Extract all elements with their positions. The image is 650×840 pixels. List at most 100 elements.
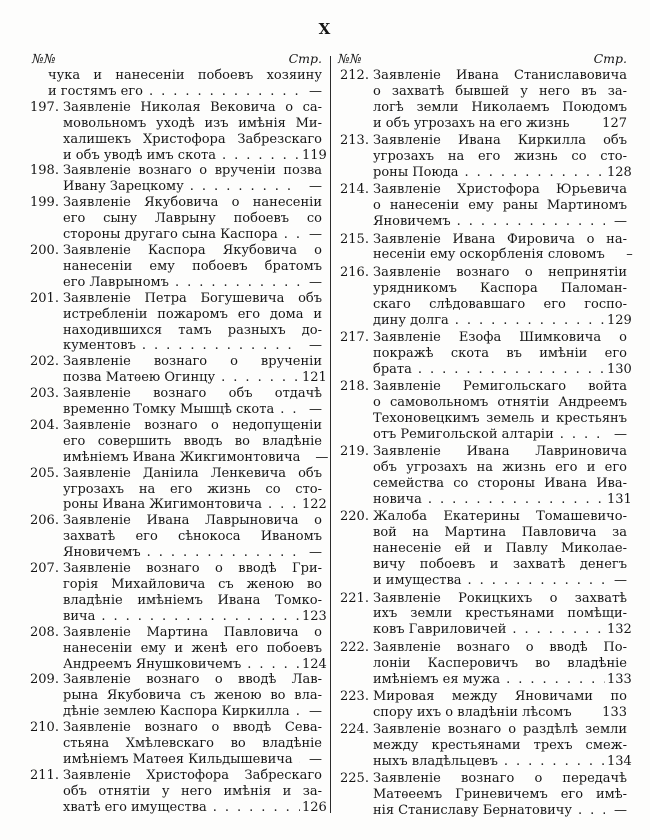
page-ref: — xyxy=(309,227,322,243)
entry-text: стороны другаго сына Каспора xyxy=(63,227,278,243)
entry-text: имѣніемъ Матѳея Кильдышевича xyxy=(63,751,293,767)
page-ref: 123 xyxy=(302,608,327,624)
entry-text: хватѣ его имущества xyxy=(63,799,207,815)
entry-text: дѣніе землею Каспора Киркилла xyxy=(63,704,290,720)
dot-leader: ........................................… xyxy=(101,608,300,624)
entry-text: брата xyxy=(373,361,412,377)
toc-entry-210: 210. Заявленіе вознаго о вводѣ Сева-стьян… xyxy=(30,720,322,768)
entry-text: и имущества xyxy=(373,573,462,589)
entry-last-line: брата...................................… xyxy=(373,361,632,378)
entry-number: 214. xyxy=(340,182,369,198)
entry-number: 225. xyxy=(340,771,369,787)
dot-leader: ........................................… xyxy=(212,799,300,815)
dot-leader: ........................................… xyxy=(189,179,300,195)
entry-text-line: о нанесеніи ему раны Мартиномъ xyxy=(373,198,627,214)
entry-text-line: Матѳеемъ Гриневичемъ его имѣ- xyxy=(373,787,627,803)
entry-number: 204. xyxy=(30,417,59,433)
toc-column-right: 212. Заявленіе Ивана Станиславовича о захв… xyxy=(340,68,633,821)
entry-text-line: Заявленіе вознаго о вводѣ Лав- xyxy=(63,672,322,688)
entry-last-line: имѣніемъ Ивана Жикгимонтовича...........… xyxy=(63,450,328,466)
entry-last-line: кументовъ...............................… xyxy=(63,338,322,354)
entry-number: 224. xyxy=(340,722,369,738)
toc-entry-200: 200. Заявленіе Каспора Якубовича о нанесен… xyxy=(30,243,322,291)
entry-text-line: мовольномъ уходѣ изъ имѣнія Ми- xyxy=(63,115,322,131)
entry-text-line: захватѣ его сѣнокоса Иваномъ xyxy=(63,529,322,545)
entry-last-line: и объ уводѣ имъ скота...................… xyxy=(63,147,327,164)
entry-text-line: Заявленіе Мартина Павловича о xyxy=(63,624,322,640)
entry-last-line: Ивану Зарецкому.........................… xyxy=(63,179,322,195)
toc-entry-202: 202. Заявленіе вознаго о врученіи позва Ма… xyxy=(30,354,327,386)
entry-text-line: горія Михайловича съ женою во xyxy=(63,577,322,592)
entry-text-line: лоніи Касперовичъ во владѣніе xyxy=(373,655,627,671)
dot-leader: ........................................… xyxy=(148,83,300,99)
entry-last-line: и объ угрозахъ на его жизнь 127 xyxy=(373,116,627,132)
page-ref: — xyxy=(614,803,627,819)
entry-number: 207. xyxy=(30,561,59,577)
entry-text-line: Заявленіе Христофора Юрьевича xyxy=(373,182,627,198)
entry-text-line: покражѣ скота въ имѣніи его xyxy=(373,345,627,361)
entry-last-line: имѣніемъ ея мужа........................… xyxy=(373,672,632,688)
entry-text-line: Заявленіе вознаго о раздѣлѣ земли xyxy=(373,722,627,738)
entry-text: спору ихъ о владѣніи лѣсомъ xyxy=(373,704,572,720)
entry-text: нія Станиславу Бернатовичу xyxy=(373,803,572,819)
dot-leader: ........................................… xyxy=(221,147,300,163)
entry-text-line: Заявленіе вознаго о вводѣ Сева- xyxy=(63,720,322,736)
page-ref: 131 xyxy=(607,492,632,508)
toc-column-left: чука и нанесеніи побоевъ хозяину и гостям… xyxy=(30,68,328,816)
column-divider xyxy=(330,56,331,813)
toc-entry-continued: чука и нанесеніи побоевъ хозяину и гостям… xyxy=(30,68,322,100)
toc-entry-213: 213. Заявленіе Ивана Киркилла объ угрозахъ… xyxy=(340,133,632,181)
entry-text-line: его сыну Лаврыну побоевъ со xyxy=(63,211,322,227)
entry-text: временно Томку Мышцѣ скота xyxy=(63,402,275,418)
page-ref: — xyxy=(309,338,322,354)
toc-entry-217: 217. Заявленіе Езофа Шимковича о покражѣ с… xyxy=(340,330,632,378)
page-ref: 134 xyxy=(607,754,632,770)
entry-number: 198. xyxy=(30,163,59,179)
dot-leader: ........................................… xyxy=(174,274,300,290)
entry-text-line: о самовольномъ отнятіи Андреемъ xyxy=(373,395,627,411)
entry-text-line: Заявленіе вознаго о вводѣ По- xyxy=(373,639,627,655)
toc-entry-220: 220. Жалоба Екатерины Томашевичо-вой на М… xyxy=(340,509,627,589)
toc-entry-211: 211. Заявленіе Христофора Забрескаго объ о… xyxy=(30,768,327,816)
entry-text: Андреемъ Янушковичемъ xyxy=(63,656,242,672)
column-header-left: №№ Стр. xyxy=(32,51,322,66)
entry-number: 199. xyxy=(30,195,59,211)
entry-text: кументовъ xyxy=(63,338,136,354)
entry-text-line: Заявленіе Ивана Фировича о на- xyxy=(373,231,627,247)
toc-entry-198: 198. Заявленіе вознаго о врученіи позва Ив… xyxy=(30,163,322,195)
entry-text-line: Заявленіе Ивана Лаврыновича о xyxy=(63,513,322,529)
entry-number: 222. xyxy=(340,639,369,655)
entry-number: 205. xyxy=(30,465,59,481)
entry-text-line: семейства со стороны Ивана Ива- xyxy=(373,476,627,492)
entry-last-line: ныхъ владѣльцевъ........................… xyxy=(373,754,632,770)
dot-leader: ........................................… xyxy=(427,492,605,508)
page-number-roman: X xyxy=(318,20,332,38)
toc-entry-203: 203. Заявленіе вознаго объ отдачѣ временно… xyxy=(30,386,322,418)
toc-entry-216: 216. Заявленіе вознаго о непринятіи урядни… xyxy=(340,264,632,329)
toc-entry-207: 207. Заявленіе вознаго о вводѣ Гри-горія … xyxy=(30,561,327,625)
entry-number: 218. xyxy=(340,379,369,395)
dot-leader: ........................................… xyxy=(559,426,605,442)
entry-text-line: Заявленіе вознаго о непринятіи xyxy=(373,264,627,280)
column-header-right: №№ Стр. xyxy=(338,51,627,66)
toc-entry-215: 215. Заявленіе Ивана Фировича о на-несені… xyxy=(340,231,633,264)
entry-text-line: чука и нанесеніи побоевъ хозяину xyxy=(48,68,322,83)
entry-last-line: несеніи ему оскорбленія словомъ – xyxy=(373,247,633,263)
entry-last-line: спору ихъ о владѣніи лѣсомъ 133 xyxy=(373,705,627,721)
entry-text: несеніи ему оскорбленія словомъ xyxy=(373,247,605,263)
entry-last-line: роны Ивана Жигимонтовича................… xyxy=(63,497,327,513)
toc-entry-224: 224. Заявленіе вознаго о раздѣлѣ земли меж… xyxy=(340,722,632,770)
entry-text-line: Заявленіе вознаго о недопущеніи xyxy=(63,417,322,433)
entry-text: дину долга xyxy=(373,312,449,328)
dot-leader: ........................................… xyxy=(141,338,300,354)
page-ref: 130 xyxy=(607,361,632,377)
page-ref: — xyxy=(614,426,627,442)
entry-text-line: вичу побоевъ и захватѣ денегъ xyxy=(373,557,627,573)
entry-text-line: объ угрозахъ на жизнь его и его xyxy=(373,460,627,476)
entry-last-line: Яновичемъ...............................… xyxy=(373,214,627,230)
toc-entry-208: 208. Заявленіе Мартина Павловича о нанесен… xyxy=(30,624,327,673)
dot-leader: ........................................… xyxy=(221,370,300,386)
page-ref: 122 xyxy=(302,497,327,513)
toc-entry-221: 221. Заявленіе Рокицкихъ о захватѣ ихъ зем… xyxy=(340,590,632,639)
entry-number: 221. xyxy=(340,590,369,606)
